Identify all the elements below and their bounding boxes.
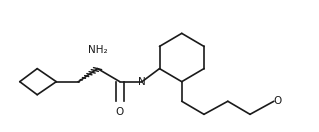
Text: N: N (138, 77, 146, 87)
Text: O: O (274, 96, 282, 106)
Text: O: O (116, 107, 124, 117)
Text: NH₂: NH₂ (88, 45, 108, 55)
